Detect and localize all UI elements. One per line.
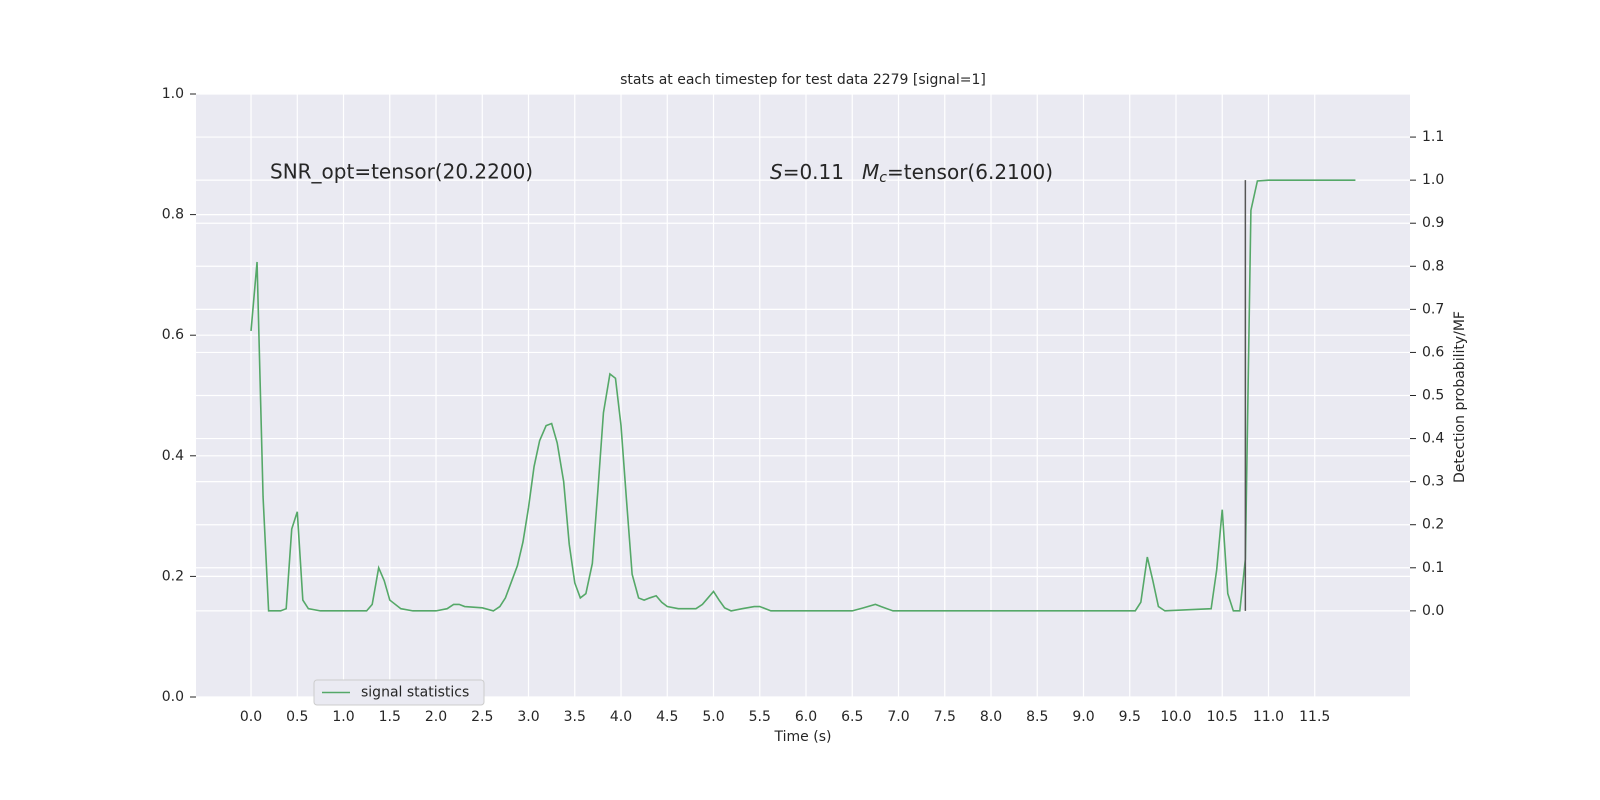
- y-tick-label: 0.6: [162, 327, 184, 343]
- annotation: SNR_opt=tensor(20.2200): [270, 160, 533, 184]
- y2-tick-label: 0.6: [1422, 344, 1444, 360]
- y2-tick-label: 0.1: [1422, 560, 1444, 576]
- data-line: [250, 179, 1356, 612]
- x-tick-label: 9.0: [1072, 709, 1094, 725]
- y2-axis-label: Detection probability/MF: [1452, 311, 1468, 483]
- grid: [196, 93, 1410, 698]
- y-tick-label: 0.0: [162, 689, 184, 705]
- annotation-part: =tensor(6.2100): [887, 160, 1053, 184]
- y2-tick-label: 0.5: [1422, 388, 1444, 404]
- x-tick-label: 5.0: [702, 709, 724, 725]
- y2-tick-label: 1.1: [1422, 129, 1444, 145]
- y-tick-label: 1.0: [162, 86, 184, 102]
- y2-tick-label: 0.0: [1422, 603, 1444, 619]
- x-tick-label: 4.0: [610, 709, 632, 725]
- chart-title: stats at each timestep for test data 227…: [620, 72, 986, 88]
- x-tick-label: 6.0: [795, 709, 817, 725]
- x-tick-label: 4.5: [656, 709, 678, 725]
- legend-label: signal statistics: [361, 685, 469, 701]
- x-tick-label: 8.5: [1026, 709, 1048, 725]
- y2-tick-label: 0.3: [1422, 474, 1444, 490]
- x-tick-label: 1.0: [332, 709, 354, 725]
- annotation: S=0.11 Mc=tensor(6.2100): [770, 160, 1053, 187]
- x-tick-label: 11.0: [1253, 709, 1284, 725]
- x-tick-label: 2.5: [471, 709, 493, 725]
- x-tick-label: 2.0: [425, 709, 447, 725]
- x-tick-label: 0.5: [286, 709, 308, 725]
- x-tick-label: 10.5: [1207, 709, 1238, 725]
- y-tick-label: 0.2: [162, 568, 184, 584]
- x-tick-label: 7.5: [934, 709, 956, 725]
- legend: signal statistics: [313, 679, 485, 706]
- annotation-part: S: [770, 160, 783, 184]
- x-axis-label: Time (s): [774, 729, 832, 745]
- y-tick-label: 0.4: [162, 448, 184, 464]
- x-tick-label: 3.0: [517, 709, 539, 725]
- x-tick-label: 7.0: [887, 709, 909, 725]
- x-tick-label: 6.5: [841, 709, 863, 725]
- x-tick-label: 5.5: [749, 709, 771, 725]
- x-tick-label: 10.0: [1160, 709, 1191, 725]
- x-tick-label: 11.5: [1299, 709, 1330, 725]
- y2-tick-label: 0.2: [1422, 517, 1444, 533]
- x-tick-label: 0.0: [240, 709, 262, 725]
- y-tick-label: 0.8: [162, 207, 184, 223]
- marks: [250, 179, 1356, 612]
- legend-box: [313, 679, 485, 706]
- y2-tick-label: 0.7: [1422, 301, 1444, 317]
- x-tick-label: 1.5: [379, 709, 401, 725]
- y2-tick-label: 0.9: [1422, 215, 1444, 231]
- y2-tick-label: 0.8: [1422, 258, 1444, 274]
- y2-tick-label: 1.0: [1422, 172, 1444, 188]
- x-tick-label: 3.5: [564, 709, 586, 725]
- annotation-part: c: [879, 170, 887, 186]
- annotation-part: M: [862, 160, 879, 184]
- x-tick-label: 9.5: [1119, 709, 1141, 725]
- y2-tick-label: 0.4: [1422, 431, 1444, 447]
- annotation-part: =0.11: [783, 160, 844, 184]
- x-tick-label: 8.0: [980, 709, 1002, 725]
